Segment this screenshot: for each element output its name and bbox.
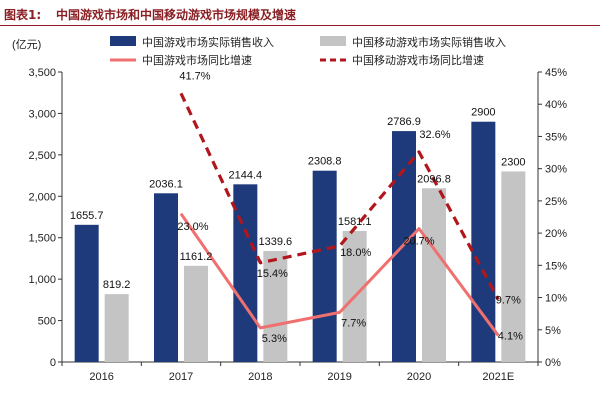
line-value-label: 7.7% xyxy=(341,317,366,329)
line-value-label: 41.7% xyxy=(179,70,210,82)
series-line xyxy=(179,212,500,337)
line-value-label: 32.6% xyxy=(419,129,450,141)
bar-value-label: 1655.7 xyxy=(70,210,104,222)
y-tick-label-right: 20% xyxy=(545,228,567,240)
bar xyxy=(312,170,337,362)
y-tick-label-right: 25% xyxy=(545,196,567,208)
x-tick-label: 2021E xyxy=(482,371,514,383)
y-tick-label-right: 30% xyxy=(545,164,567,176)
bar-value-label: 1161.2 xyxy=(180,251,213,263)
line-value-label: 23.0% xyxy=(177,221,208,233)
y-tick-label-left: 3,500 xyxy=(28,67,56,79)
line-value-label: 5.3% xyxy=(262,333,287,345)
line-value-label: 9.7% xyxy=(496,294,521,306)
bar-value-label: 2144.4 xyxy=(229,169,263,181)
bar-value-label: 2300 xyxy=(501,156,525,168)
bar-value-label: 2096.8 xyxy=(417,173,451,185)
line-value-label: 18.0% xyxy=(340,247,371,259)
y-tick-label-right: 45% xyxy=(545,67,567,79)
bar-value-label: 2036.1 xyxy=(149,178,183,190)
bar-value-label: 2900 xyxy=(471,107,495,119)
y-tick-label-left: 2,500 xyxy=(28,150,56,162)
bar xyxy=(104,294,129,362)
y-tick-label-right: 35% xyxy=(545,131,567,143)
y-tick-label-right: 5% xyxy=(545,325,561,337)
series-line xyxy=(179,92,500,301)
bar xyxy=(471,121,496,362)
bar xyxy=(501,171,526,362)
y-tick-label-right: 40% xyxy=(545,99,567,111)
legend-label: 中国移动游戏市场同比增速 xyxy=(352,53,484,67)
y-tick-label-left: 1,500 xyxy=(28,233,56,245)
figure-label: 图表1: xyxy=(4,8,42,22)
y-tick-label-left: 2,000 xyxy=(28,191,56,203)
y-tick-label-left: 0 xyxy=(50,357,56,369)
figure-header: 图表1: 中国游戏市场和中国移动游戏市场规模及增速 xyxy=(0,0,600,26)
y-tick-label-left: 3,000 xyxy=(28,108,56,120)
bar-value-label: 819.2 xyxy=(103,279,131,291)
legend-label: 中国移动游戏市场实际销售收入 xyxy=(352,35,506,49)
line-value-label: 15.4% xyxy=(257,268,288,280)
bar xyxy=(233,184,258,362)
bar xyxy=(263,251,288,362)
legend-label: 中国游戏市场同比增速 xyxy=(142,53,252,67)
y-axis-unit: (亿元) xyxy=(12,38,41,51)
bar xyxy=(154,193,178,362)
legend-swatch xyxy=(320,36,346,46)
x-tick-label: 2017 xyxy=(169,371,193,383)
x-tick-label: 2016 xyxy=(89,371,113,383)
y-tick-label-left: 1,000 xyxy=(28,274,56,286)
bar xyxy=(422,188,446,362)
figure-title: 中国游戏市场和中国移动游戏市场规模及增速 xyxy=(56,8,297,22)
legend-label: 中国游戏市场实际销售收入 xyxy=(142,35,274,49)
x-tick-label: 2019 xyxy=(327,371,351,383)
line-value-label: 20.7% xyxy=(403,236,434,248)
y-tick-label-right: 10% xyxy=(545,293,567,305)
y-tick-label-right: 15% xyxy=(545,260,567,272)
x-tick-label: 2018 xyxy=(248,371,272,383)
y-tick-label-left: 500 xyxy=(38,316,56,328)
x-tick-label: 2020 xyxy=(407,371,431,383)
y-tick-label-right: 0% xyxy=(545,357,561,369)
bar-value-label: 2786.9 xyxy=(387,116,421,128)
bar xyxy=(184,265,208,362)
bar xyxy=(74,224,99,362)
bar-value-label: 1581.1 xyxy=(338,216,372,228)
bar-value-label: 1339.6 xyxy=(259,236,293,248)
bar-value-label: 2308.8 xyxy=(308,156,342,168)
line-value-label: 4.1% xyxy=(498,331,523,343)
legend-swatch xyxy=(110,36,136,46)
